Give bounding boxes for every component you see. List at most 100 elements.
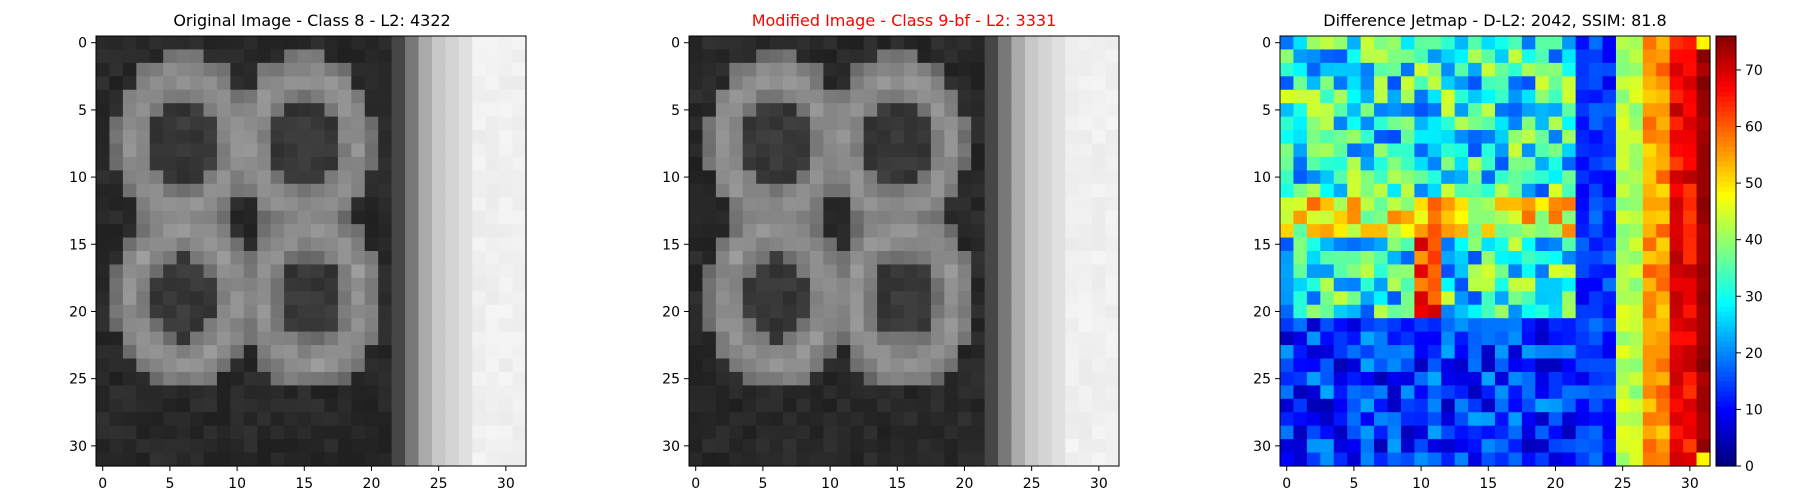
pixel-cell [1495,89,1510,104]
pixel-cell [1589,170,1604,185]
pixel-cell [1400,156,1415,171]
pixel-cell [1441,304,1456,319]
pixel-cell [1656,156,1671,171]
pixel-cell [297,251,312,266]
pixel-cell [1374,62,1389,77]
pixel-cell [297,358,312,373]
pixel-cell [190,412,205,427]
pixel-cell [783,398,798,413]
colorbar-segment [1716,221,1736,227]
pixel-cell [1427,210,1442,225]
colorbar-segment [1716,136,1736,142]
pixel-cell [1400,143,1415,158]
pixel-cell [783,103,798,118]
pixel-cell [1535,277,1550,292]
colorbar-segment [1716,436,1736,442]
pixel-cell [1293,264,1308,279]
pixel-cell [149,183,164,198]
pixel-cell [458,36,473,51]
pixel-cell [1669,224,1684,239]
pixel-cell [1629,371,1644,386]
pixel-cell [203,398,218,413]
pixel-cell [917,318,932,333]
pixel-cell [1575,358,1590,373]
pixel-cell [971,116,986,131]
y-tick-label: 30 [69,439,87,455]
pixel-cell [351,345,366,360]
pixel-cell [1629,291,1644,306]
pixel-cell [499,331,514,346]
pixel-cell [445,452,460,467]
pixel-cell [1602,49,1617,64]
pixel-cell [1454,412,1469,427]
pixel-cell [1400,398,1415,413]
pixel-cell [877,89,892,104]
pixel-cell [1683,318,1698,333]
pixel-cell [418,156,433,171]
pixel-cell [243,251,258,266]
pixel-cell [230,156,245,171]
pixel-cell [257,412,272,427]
pixel-cell [96,183,111,198]
pixel-cell [203,291,218,306]
colorbar-segment [1716,266,1736,272]
pixel-cell [297,425,312,440]
pixel-cell [163,89,178,104]
pixel-cell [257,183,272,198]
pixel-cell [1293,210,1308,225]
pixel-cell [783,197,798,212]
pixel-cell [1306,49,1321,64]
pixel-cell [1306,331,1321,346]
pixel-cell [1441,277,1456,292]
pixel-cell [1642,62,1657,77]
pixel-cell [1669,116,1684,131]
pixel-cell [96,156,111,171]
pixel-cell [1065,170,1080,185]
pixel-cell [163,116,178,131]
pixel-cell [1293,89,1308,104]
pixel-cell [1589,304,1604,319]
pixel-cell [1562,49,1577,64]
pixel-cell [190,76,205,91]
pixel-cell [485,318,500,333]
pixel-cell [930,358,945,373]
pixel-cell [823,76,838,91]
pixel-cell [1535,183,1550,198]
pixel-cell [485,425,500,440]
pixel-cell [418,36,433,51]
pixel-cell [904,277,919,292]
pixel-cell [351,76,366,91]
pixel-cell [1078,345,1093,360]
pixel-cell [1575,277,1590,292]
pixel-cell [715,210,730,225]
pixel-cell [1065,237,1080,252]
pixel-cell [257,291,272,306]
pixel-cell [1065,425,1080,440]
pixel-cell [391,62,406,77]
pixel-cell [405,331,420,346]
pixel-cell [1575,143,1590,158]
pixel-cell [1589,103,1604,118]
pixel-cell [850,398,865,413]
pixel-cell [930,425,945,440]
pixel-cell [431,130,446,145]
x-tick-label: 20 [956,476,974,492]
pixel-cell [809,89,824,104]
pixel-cell [230,439,245,454]
pixel-cell [796,210,811,225]
pixel-cell [1011,36,1026,51]
pixel-cell [1441,358,1456,373]
pixel-cell [1508,277,1523,292]
pixel-cell [1642,358,1657,373]
x-tick-label: 0 [691,476,700,492]
pixel-cell [324,291,339,306]
pixel-cell [1642,76,1657,91]
pixel-cell [944,62,959,77]
pixel-cell [796,318,811,333]
pixel-cell [1508,345,1523,360]
pixel-cell [863,345,878,360]
pixel-cell [458,398,473,413]
pixel-cell [1427,49,1442,64]
pixel-cell [769,264,784,279]
pixel-cell [1481,345,1496,360]
